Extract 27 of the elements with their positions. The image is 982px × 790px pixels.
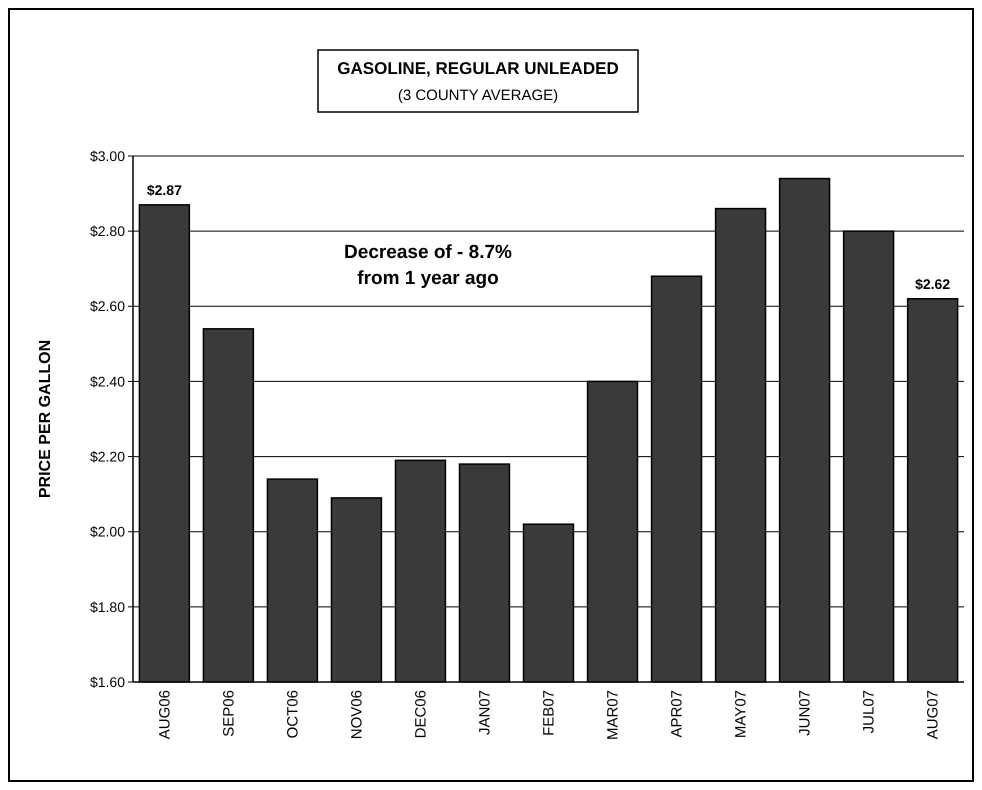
y-tick-label: $1.60 <box>90 674 126 690</box>
x-tick-label: SEP06 <box>220 690 238 737</box>
data-label: $2.87 <box>146 182 182 198</box>
x-tick-label: JAN07 <box>476 690 494 736</box>
y-tick-label: $1.80 <box>90 598 126 615</box>
y-tick-label: $2.00 <box>90 524 126 540</box>
y-axis-title: PRICE PER GALLON <box>37 340 54 498</box>
x-tick-label: JUN07 <box>796 690 814 736</box>
y-tick-label: $2.60 <box>90 298 126 314</box>
x-tick-label: APR07 <box>668 690 686 738</box>
x-tick-label: OCT06 <box>284 690 302 738</box>
x-tick-label: DEC06 <box>412 690 430 738</box>
chart-title: GASOLINE, REGULAR UNLEADED <box>337 59 619 78</box>
x-tick-label: NOV06 <box>348 690 366 740</box>
annotation: Decrease of - 8.7% from 1 year ago <box>344 242 512 289</box>
x-tick-label: JUL07 <box>860 690 878 734</box>
x-tick-label: MAY07 <box>732 690 750 738</box>
y-tick-label: $3.00 <box>90 148 126 164</box>
chart-subtitle: (3 COUNTY AVERAGE) <box>398 87 558 104</box>
y-tick-label: $2.40 <box>90 373 126 390</box>
x-tick-label: FEB07 <box>540 690 558 736</box>
y-tick-label: $2.20 <box>90 448 126 464</box>
data-label: $2.62 <box>915 276 950 292</box>
x-tick-label: MAR07 <box>604 690 622 740</box>
y-tick-label: $2.80 <box>90 223 126 240</box>
x-tick-label: AUG06 <box>156 690 174 740</box>
x-tick-label: AUG07 <box>924 690 942 740</box>
